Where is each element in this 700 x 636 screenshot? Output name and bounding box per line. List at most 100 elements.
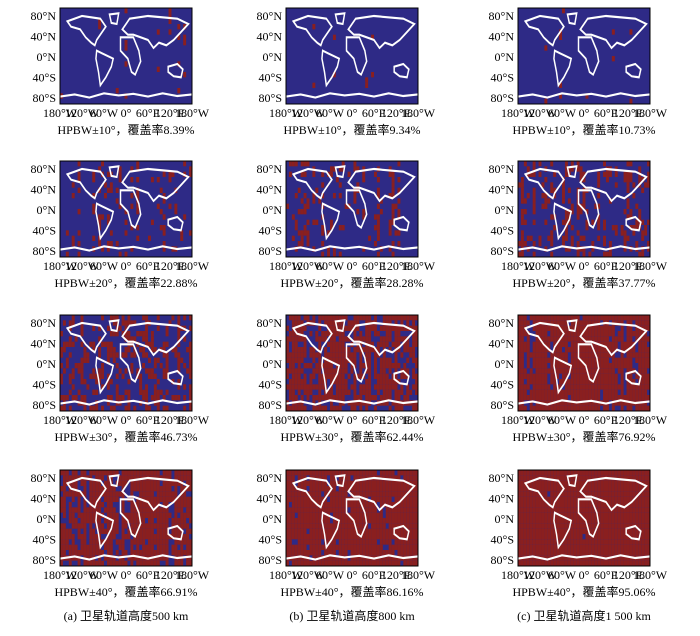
covered-cell (579, 528, 583, 534)
covered-cell (332, 502, 336, 508)
covered-cell (130, 336, 134, 342)
covered-cell (394, 363, 398, 369)
covered-cell (306, 241, 310, 247)
covered-cell (324, 368, 328, 374)
covered-cell (617, 470, 621, 476)
covered-cell (620, 373, 624, 379)
covered-cell (359, 539, 363, 545)
covered-cell (80, 315, 84, 321)
covered-cell (286, 539, 289, 545)
covered-cell (553, 395, 557, 401)
covered-cell (379, 336, 383, 342)
covered-cell (124, 512, 128, 518)
covered-cell (106, 544, 110, 550)
covered-cell (644, 555, 648, 561)
covered-cell (544, 193, 548, 199)
covered-cell (632, 502, 636, 508)
covered-cell (588, 363, 592, 369)
covered-cell (538, 235, 542, 241)
covered-cell (95, 534, 99, 540)
covered-cell (332, 555, 336, 561)
covered-cell (576, 373, 580, 379)
covered-cell (306, 512, 310, 518)
covered-cell (382, 395, 386, 401)
covered-cell (518, 405, 521, 411)
covered-cell (641, 528, 645, 534)
covered-cell (162, 539, 166, 545)
covered-cell (139, 389, 143, 395)
covered-cell (562, 389, 565, 395)
covered-cell (98, 486, 102, 492)
covered-cell (379, 395, 383, 401)
covered-cell (576, 470, 580, 476)
covered-cell (415, 486, 418, 492)
covered-cell (101, 528, 104, 534)
covered-cell (83, 528, 87, 534)
covered-cell (168, 13, 172, 19)
covered-cell (544, 544, 548, 550)
covered-cell (588, 507, 592, 513)
covered-cell (77, 368, 81, 374)
covered-cell (535, 336, 539, 342)
covered-cell (620, 341, 624, 347)
covered-cell (286, 486, 289, 492)
covered-cell (335, 177, 339, 183)
covered-cell (394, 523, 398, 529)
covered-cell (556, 368, 560, 374)
covered-cell (306, 502, 310, 508)
covered-cell (629, 320, 633, 326)
covered-cell (647, 363, 650, 369)
covered-cell (353, 480, 357, 486)
covered-cell (332, 193, 336, 199)
covered-cell (623, 209, 627, 215)
covered-cell (394, 368, 398, 374)
covered-cell (106, 555, 110, 561)
covered-cell (606, 486, 609, 492)
covered-cell (544, 405, 548, 411)
covered-cell (297, 315, 301, 321)
covered-cell (294, 544, 298, 550)
covered-cell (550, 363, 554, 369)
covered-cell (165, 357, 169, 363)
covered-cell (641, 507, 645, 513)
covered-cell (415, 555, 418, 561)
covered-cell (65, 528, 69, 534)
covered-cell (309, 544, 313, 550)
covered-cell (174, 544, 178, 550)
covered-cell (564, 544, 568, 550)
covered-cell (68, 475, 72, 481)
covered-cell (570, 550, 574, 556)
covered-cell (127, 331, 131, 337)
covered-cell (556, 341, 560, 347)
panel-caption: HPBW±40°，覆盖率86.16% (280, 584, 423, 599)
covered-cell (523, 523, 527, 529)
covered-cell (300, 470, 304, 476)
covered-cell (597, 395, 601, 401)
covered-cell (115, 187, 119, 193)
covered-cell (309, 486, 313, 492)
covered-cell (620, 550, 624, 556)
covered-cell (312, 539, 316, 545)
covered-cell (109, 341, 113, 347)
covered-cell (350, 512, 354, 518)
covered-cell (591, 373, 595, 379)
covered-cell (303, 373, 307, 379)
covered-cell (606, 363, 609, 369)
covered-cell (353, 486, 357, 492)
covered-cell (89, 512, 93, 518)
covered-cell (629, 491, 633, 497)
covered-cell (523, 198, 527, 204)
covered-cell (385, 518, 389, 524)
covered-cell (101, 560, 104, 566)
covered-cell (77, 534, 81, 540)
covered-cell (520, 470, 524, 476)
covered-cell (306, 219, 310, 225)
covered-cell (591, 341, 595, 347)
covered-cell (570, 475, 574, 481)
covered-cell (288, 171, 292, 177)
covered-cell (579, 363, 583, 369)
covered-cell (388, 171, 392, 177)
map-frame (517, 469, 651, 567)
covered-cell (397, 325, 401, 331)
covered-cell (632, 389, 636, 395)
